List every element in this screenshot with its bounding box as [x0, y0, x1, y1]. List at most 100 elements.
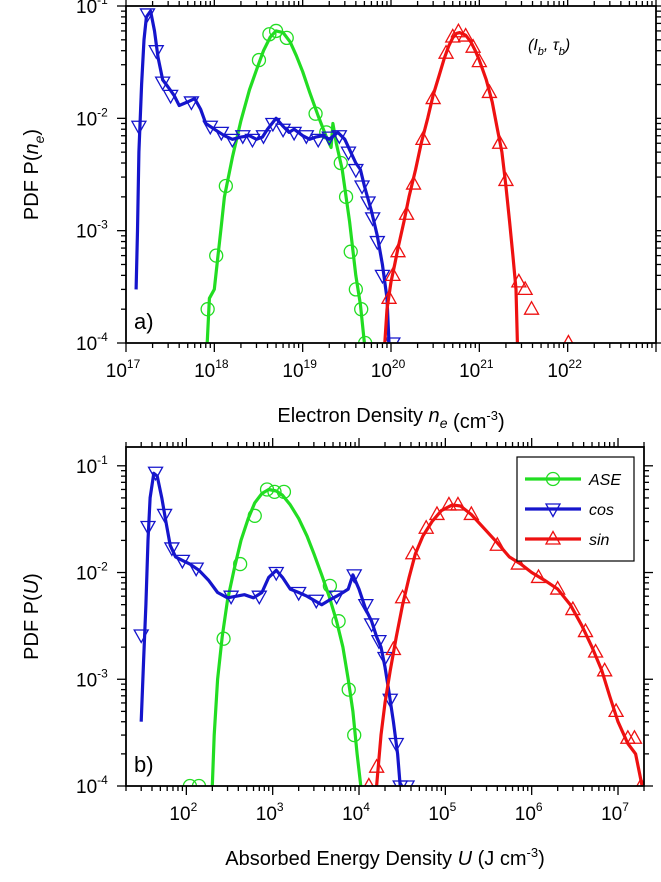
- series-line-sin: [383, 31, 519, 343]
- data-point-sin: [380, 289, 398, 304]
- data-point-ase: [308, 106, 323, 121]
- data-point-cos: [183, 96, 200, 111]
- data-point-cos: [388, 737, 405, 753]
- data-point-cos: [255, 130, 272, 145]
- data-point-cos: [174, 554, 191, 570]
- y-tick-label: 10-4: [76, 330, 108, 355]
- data-point-sin: [457, 27, 474, 42]
- data-point-cos: [328, 590, 345, 606]
- data-point-ase: [276, 484, 292, 500]
- x-tick-label: 1022: [547, 357, 582, 382]
- data-point-sin: [394, 588, 411, 604]
- data-point-sin: [510, 273, 527, 288]
- data-point-cos: [213, 126, 230, 142]
- data-point-sin: [596, 661, 613, 677]
- data-point-sin: [471, 52, 488, 68]
- data-point-ase: [268, 23, 284, 39]
- data-point-cos: [274, 123, 292, 139]
- data-point-cos: [346, 569, 363, 584]
- series-line-cos: [134, 9, 391, 343]
- data-point-cos: [244, 133, 261, 149]
- data-point-ase: [358, 335, 373, 343]
- data-point-cos: [298, 130, 315, 145]
- x-tick-label: 1018: [194, 357, 229, 382]
- panel-a: 1017 1018 1019 1020 1021 1022 10-4 10-3 10-2 10-1…: [21, 0, 661, 433]
- data-point-sin: [530, 568, 547, 584]
- data-point-sin: [577, 622, 594, 638]
- data-point-cos: [163, 542, 180, 557]
- data-point-cos: [139, 8, 156, 23]
- panel-a-label: a): [134, 309, 154, 334]
- data-point-cos: [268, 566, 285, 582]
- data-point-ase: [341, 682, 356, 697]
- y-tick-label: 10-1: [76, 0, 108, 18]
- y-tick-label: 10-3: [76, 218, 108, 243]
- data-point-cos: [331, 130, 348, 145]
- data-point-sin: [497, 171, 515, 187]
- legend-label-cos: cos: [589, 502, 614, 519]
- y-tick-label: 10-1: [76, 453, 108, 478]
- y-tick-label: 10-2: [76, 105, 108, 130]
- data-point-cos: [130, 120, 148, 136]
- data-point-sin: [489, 536, 506, 551]
- data-point-sin: [523, 300, 540, 315]
- data-point-sin: [510, 555, 527, 570]
- panel-a-y-axis-label: PDF P(ne): [21, 129, 47, 220]
- data-point-sin: [440, 496, 458, 511]
- data-point-ase: [251, 52, 267, 68]
- data-point-ase: [331, 614, 346, 629]
- data-point-ase: [279, 30, 294, 46]
- data-point-sin: [363, 777, 374, 786]
- panel-a-corner-note: (Ib, τb): [528, 37, 570, 58]
- series-line-cos: [139, 471, 402, 786]
- data-point-ase: [333, 155, 348, 171]
- x-tick-label: 1021: [459, 357, 494, 382]
- data-point-cos: [223, 590, 240, 606]
- data-point-sin: [444, 28, 461, 43]
- data-point-ase: [200, 302, 215, 317]
- data-point-cos: [310, 133, 327, 149]
- data-point-cos: [363, 618, 380, 633]
- data-point-cos: [224, 133, 241, 149]
- data-point-cos: [139, 520, 157, 536]
- data-point-sin: [425, 89, 442, 105]
- data-point-sin: [563, 334, 574, 343]
- data-point-ase: [209, 248, 224, 263]
- data-point-ase: [348, 282, 363, 297]
- x-tick-label: 1019: [282, 357, 317, 382]
- data-point-ase: [343, 244, 358, 259]
- legend-label-sin: sin: [589, 532, 610, 549]
- y-tick-label: 10-4: [76, 773, 108, 798]
- data-point-ase: [218, 178, 233, 194]
- data-point-cos: [321, 131, 338, 146]
- data-point-sin: [491, 134, 508, 149]
- data-point-sin: [418, 519, 435, 534]
- data-point-sin: [607, 702, 625, 718]
- data-point-sin: [464, 38, 482, 53]
- panel-b-x-axis-label: Absorbed Energy Density U (J cm-3): [225, 845, 544, 870]
- data-point-sin: [587, 643, 604, 658]
- data-point-sin: [404, 544, 421, 560]
- panel-b-axes: 102 103 104 105 106 107 10-4 10-3 10-2 10-1: [76, 438, 653, 825]
- y-tick-label: 10-3: [76, 666, 108, 691]
- data-point-cos: [162, 89, 179, 105]
- x-tick-label: 105: [428, 800, 456, 825]
- data-point-cos: [148, 45, 165, 60]
- data-point-cos: [374, 269, 391, 285]
- data-point-sin: [450, 22, 467, 38]
- series-line-sin: [375, 503, 644, 786]
- data-point-cos: [357, 599, 374, 614]
- data-point-sin: [449, 496, 467, 511]
- data-point-ase: [216, 631, 231, 646]
- data-point-cos: [370, 635, 388, 650]
- data-point-cos: [347, 163, 364, 179]
- data-point-ase: [354, 302, 369, 317]
- data-point-cos: [353, 180, 371, 195]
- data-point-ase: [262, 27, 277, 42]
- data-point-sin: [368, 758, 385, 773]
- legend-label-ase: ASE: [588, 472, 621, 489]
- data-point-ase: [247, 508, 262, 523]
- panel-a-axes: 1017 1018 1019 1020 1021 1022 10-4 10-3 10-2 10-1: [76, 0, 661, 382]
- data-point-sin: [463, 505, 480, 521]
